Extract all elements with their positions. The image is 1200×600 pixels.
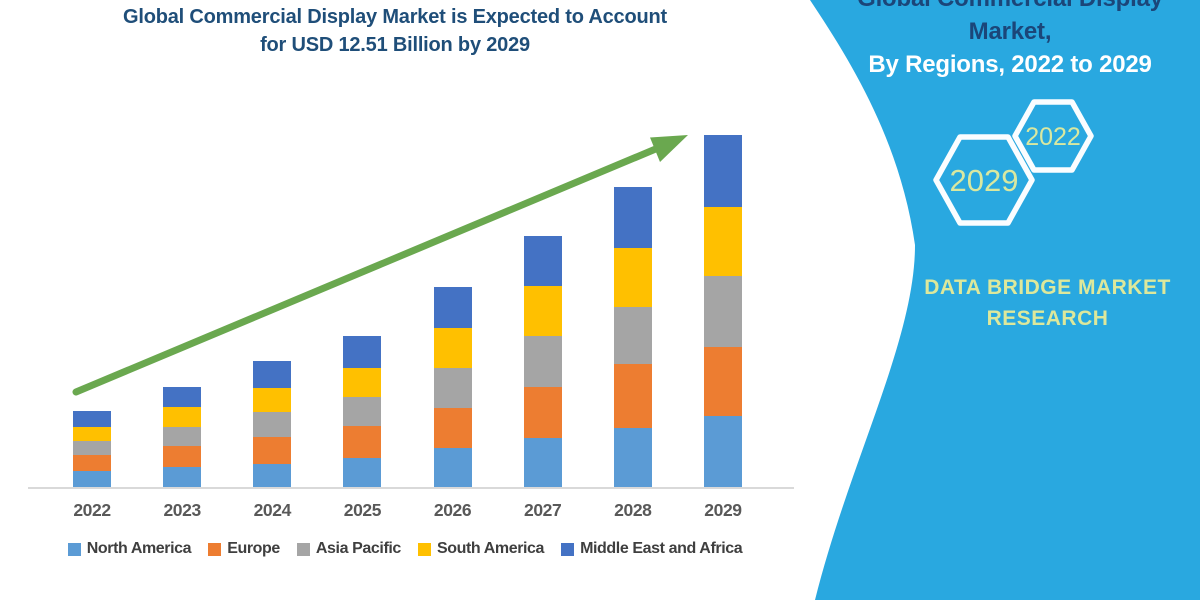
bar-segment-europe-2023 — [163, 445, 202, 467]
bar-segment-middle-east-and-africa-2027 — [523, 235, 562, 287]
chart-title-line-1: Global Commercial Display Market is Expe… — [123, 6, 667, 28]
panel-heading-line-1: Global Commercial Display Market, — [857, 0, 1163, 45]
bar-segment-asia-pacific-2022 — [73, 440, 111, 455]
legend-swatch-icon-south-america — [417, 542, 431, 556]
bar-segment-south-america-2026 — [433, 328, 472, 368]
legend-label-south-america: South America — [436, 540, 545, 557]
brand-text-line-1: DATA BRIDGE MARKET — [924, 276, 1171, 299]
chart-title-line-2: for USD 12.51 Billion by 2029 — [260, 34, 530, 56]
side-panel: Global Commercial Display Market, By Reg… — [790, 0, 1200, 600]
bar-segment-north-america-2025 — [343, 458, 382, 487]
bar-segment-south-america-2029 — [703, 207, 742, 277]
bar-segment-asia-pacific-2027 — [523, 336, 562, 388]
bar-segment-europe-2027 — [523, 387, 562, 439]
legend-item-middle-east-and-africa: Middle East and Africa — [561, 540, 743, 558]
brand-text-line-2: RESEARCH — [986, 307, 1109, 330]
bar-segment-europe-2022 — [73, 454, 111, 471]
legend-swatch-icon-europe — [208, 542, 222, 556]
bar-segment-south-america-2024 — [253, 387, 292, 412]
bar-segment-north-america-2024 — [253, 463, 292, 487]
bar-segment-middle-east-and-africa-2029 — [703, 135, 742, 208]
plot-area: 2022 2023 2024 2025 2026 2027 2028 2029 — [28, 135, 794, 520]
bar-segment-north-america-2026 — [433, 447, 472, 487]
bar-segment-europe-2024 — [253, 436, 292, 464]
legend-label-middle-east-and-africa: Middle East and Africa — [580, 540, 743, 557]
bar-segment-north-america-2027 — [523, 438, 562, 487]
x-axis-label-2023: 2023 — [163, 500, 201, 520]
bar-segment-middle-east-and-africa-2026 — [433, 286, 472, 328]
chart-section: Global Commercial Display Market is Expe… — [0, 3, 800, 558]
x-axis-label-2028: 2028 — [614, 500, 652, 520]
bar-segment-north-america-2022 — [73, 470, 111, 487]
legend-label-north-america: North America — [86, 540, 192, 557]
bar-segment-asia-pacific-2025 — [343, 396, 382, 426]
panel-heading: Global Commercial Display Market, By Reg… — [830, 0, 1190, 81]
hexagon-badges: 2029 2022 — [933, 99, 1094, 226]
chart-legend: North America Europe Asia Pacific South Ame… — [10, 540, 800, 558]
x-axis-label-2025: 2025 — [343, 500, 382, 520]
legend-item-south-america: South America — [417, 540, 545, 558]
bar-segment-europe-2025 — [343, 425, 382, 458]
bar-segment-south-america-2027 — [523, 286, 562, 337]
x-axis-label-2024: 2024 — [253, 500, 292, 520]
bar-segment-asia-pacific-2026 — [433, 367, 472, 408]
legend-item-asia-pacific: Asia Pacific — [296, 540, 401, 558]
legend-item-europe: Europe — [208, 540, 280, 558]
bar-segment-asia-pacific-2028 — [613, 306, 652, 364]
bar-segment-middle-east-and-africa-2028 — [613, 186, 652, 248]
x-axis-label-2027: 2027 — [524, 500, 562, 520]
chart-title: Global Commercial Display Market is Expe… — [0, 3, 790, 59]
bar-segment-south-america-2022 — [73, 426, 111, 441]
x-axis-label-2029: 2029 — [704, 500, 742, 520]
bar-segment-south-america-2023 — [163, 406, 202, 427]
legend-label-asia-pacific: Asia Pacific — [315, 540, 401, 557]
bar-segment-south-america-2025 — [343, 367, 382, 397]
hexagon-2029-icon — [933, 134, 1035, 226]
bar-segment-asia-pacific-2023 — [163, 426, 202, 446]
bar-segment-asia-pacific-2029 — [703, 276, 742, 348]
bar-segment-north-america-2028 — [613, 427, 652, 487]
legend-item-north-america: North America — [67, 540, 192, 558]
bar-segment-middle-east-and-africa-2023 — [163, 386, 202, 407]
bar-segment-middle-east-and-africa-2024 — [253, 360, 292, 388]
bar-segment-middle-east-and-africa-2022 — [73, 410, 111, 427]
panel-swoosh-background — [810, 0, 1200, 600]
brand-text: DATA BRIDGE MARKET RESEARCH — [905, 272, 1190, 334]
bar-segment-south-america-2028 — [613, 247, 652, 307]
bar-segment-europe-2029 — [703, 347, 742, 417]
panel-heading-line-2: By Regions, 2022 to 2029 — [868, 51, 1152, 78]
hexagon-2022-label: 2022 — [1025, 123, 1081, 151]
legend-swatch-icon-north-america — [67, 542, 81, 556]
x-axis-line — [28, 487, 794, 489]
x-axis-label-2022: 2022 — [73, 500, 111, 520]
bar-segment-europe-2028 — [613, 364, 652, 428]
legend-label-europe: Europe — [227, 540, 280, 557]
bar-segment-europe-2026 — [433, 407, 472, 448]
bar-segment-north-america-2023 — [163, 467, 202, 487]
bar-segment-middle-east-and-africa-2025 — [343, 335, 382, 368]
hexagon-2029-label: 2029 — [950, 163, 1019, 198]
bar-segment-north-america-2029 — [703, 416, 742, 487]
hexagon-2022-icon — [1012, 99, 1094, 173]
bar-segment-asia-pacific-2024 — [253, 411, 292, 437]
x-axis-label-2026: 2026 — [433, 500, 472, 520]
legend-swatch-icon-middle-east-and-africa — [561, 542, 575, 556]
legend-swatch-icon-asia-pacific — [296, 542, 310, 556]
